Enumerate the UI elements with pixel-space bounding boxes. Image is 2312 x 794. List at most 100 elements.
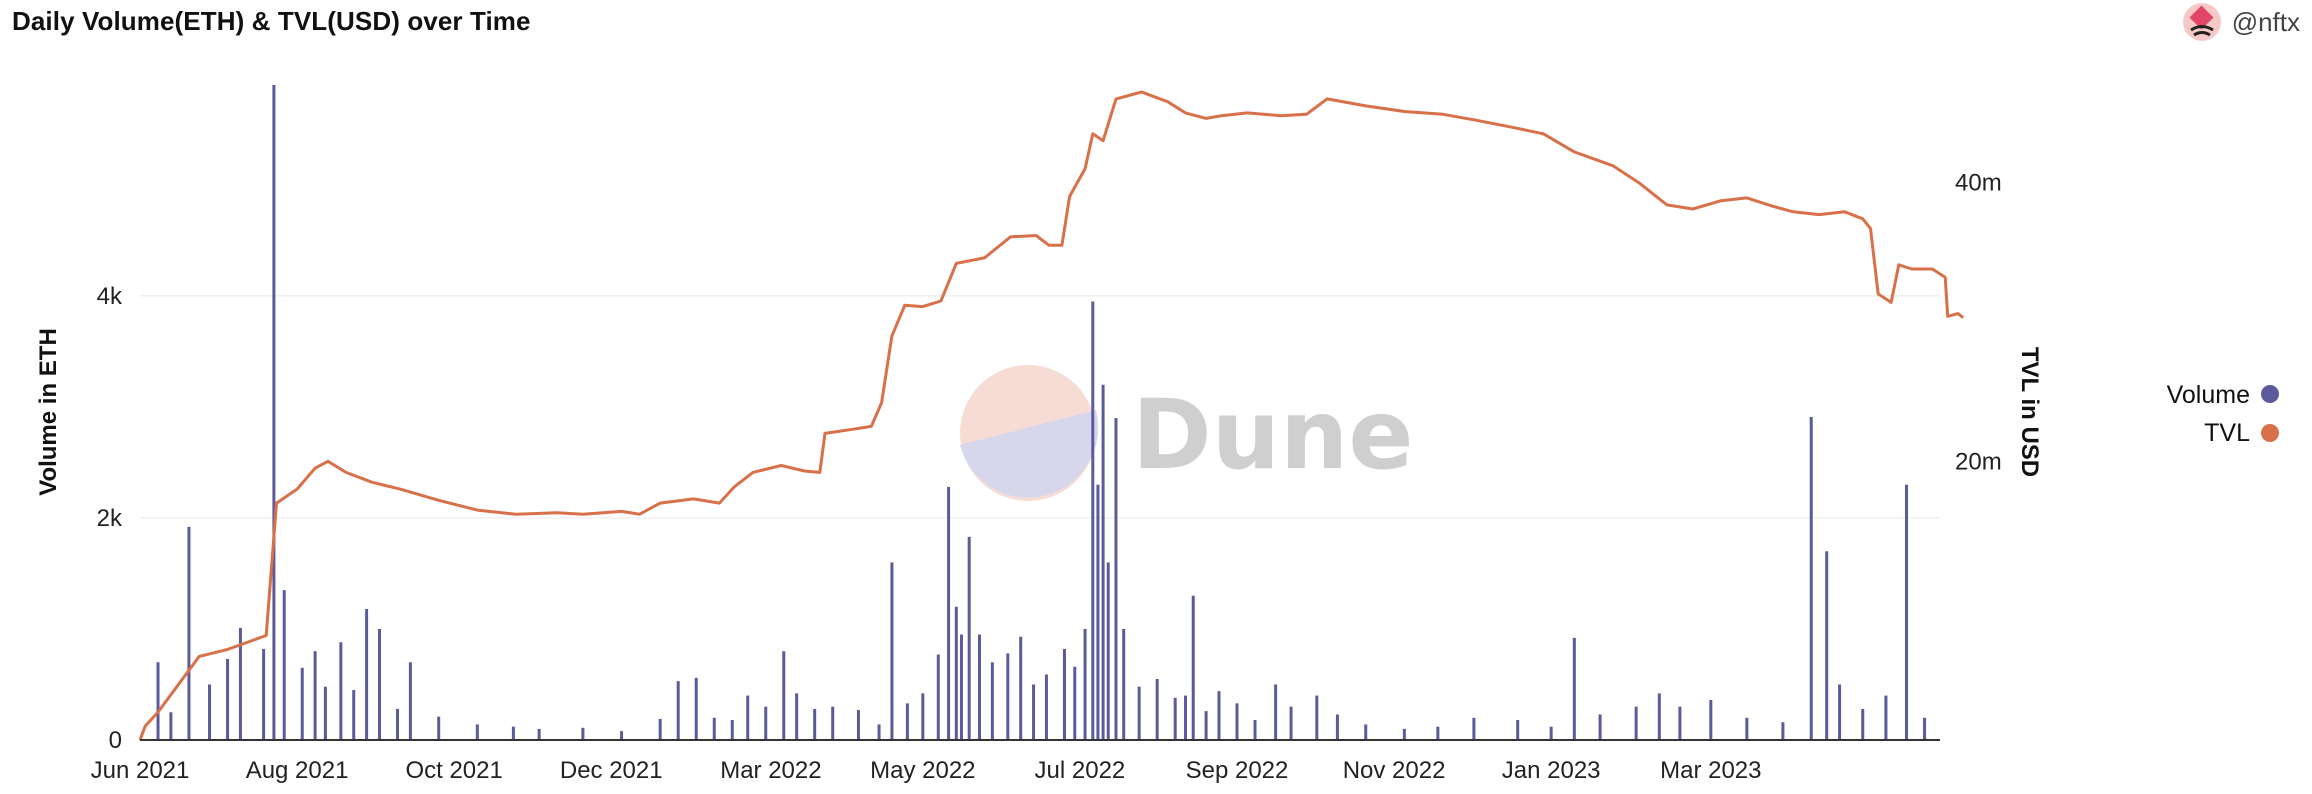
volume-bar <box>1073 666 1077 740</box>
volume-bar <box>272 85 276 740</box>
volume-bar <box>959 634 963 740</box>
volume-bar <box>1315 695 1319 740</box>
volume-bar <box>967 536 971 740</box>
volume-bar <box>262 648 266 740</box>
brand[interactable]: @nftx <box>2182 0 2300 44</box>
gridlines <box>140 295 1940 519</box>
volume-bar <box>877 724 881 740</box>
volume-bar <box>1062 648 1066 740</box>
volume-bar <box>187 526 191 740</box>
volume-bar <box>921 693 925 740</box>
volume-bar <box>1083 628 1087 740</box>
left-axis-label: Volume in ETH <box>35 328 62 496</box>
x-tick-label: Mar 2023 <box>1660 757 1761 784</box>
tvl-line <box>138 90 1965 741</box>
volume-bar <box>890 562 894 740</box>
volume-bar <box>1183 695 1187 740</box>
volume-bar <box>813 708 817 740</box>
dune-watermark: Dune <box>960 365 1413 501</box>
volume-bar <box>437 716 441 740</box>
volume-bar <box>1096 484 1100 740</box>
volume-bar <box>977 634 981 740</box>
volume-bar <box>1274 684 1278 740</box>
volume-bar <box>1781 722 1785 740</box>
volume-bar <box>1809 416 1813 740</box>
volume-bars <box>156 85 1927 740</box>
volume-bar <box>936 654 940 740</box>
volume-bar <box>339 642 343 740</box>
volume-bar <box>1884 695 1888 740</box>
volume-bar <box>226 658 230 740</box>
volume-bar <box>905 703 909 740</box>
volume-bar <box>300 667 304 740</box>
left-tick-label: 2k <box>97 505 123 532</box>
volume-bar <box>1032 684 1036 740</box>
volume-bar <box>1825 551 1829 740</box>
volume-bar <box>1006 653 1010 740</box>
volume-bar <box>1106 562 1110 740</box>
volume-bar <box>1091 301 1095 740</box>
volume-bar <box>156 662 160 740</box>
volume-bar <box>954 606 958 740</box>
volume-bar <box>990 662 994 740</box>
volume-bar <box>1861 708 1865 740</box>
volume-bar <box>746 695 750 740</box>
volume-bar <box>1114 418 1118 740</box>
volume-bar <box>1402 728 1406 740</box>
volume-bar <box>377 628 381 740</box>
volume-bar <box>1019 636 1023 740</box>
x-tick-label: Mar 2022 <box>720 757 821 784</box>
legend-tvl-swatch <box>2261 424 2279 442</box>
legend: Volume TVL <box>2167 381 2279 447</box>
volume-bar <box>1289 706 1293 740</box>
volume-bar <box>1678 706 1682 740</box>
volume-bar <box>676 681 680 740</box>
volume-bar <box>1364 724 1368 740</box>
volume-bar <box>1923 717 1927 740</box>
legend-volume-swatch <box>2261 385 2279 403</box>
x-tick-label: Sep 2022 <box>1186 757 1289 784</box>
legend-volume-label: Volume <box>2167 381 2250 409</box>
x-axis-ticks: Jun 2021 Aug 2021 Oct 2021 Dec 2021 Mar 2022… <box>91 757 1762 784</box>
right-tick-label: 20m <box>1955 448 2002 475</box>
volume-bar <box>712 717 716 740</box>
volume-bar <box>1217 691 1221 740</box>
volume-bar <box>1204 711 1208 740</box>
x-tick-label: Oct 2021 <box>405 757 502 784</box>
volume-bar <box>208 684 212 740</box>
nftx-logo-icon <box>2182 3 2221 41</box>
chart-title: Daily Volume(ETH) & TVL(USD) over Time <box>12 6 531 36</box>
x-tick-label: May 2022 <box>870 757 975 784</box>
volume-bar <box>1838 684 1842 740</box>
volume-bar <box>620 731 624 740</box>
volume-bar <box>282 590 286 740</box>
volume-bar <box>782 651 786 740</box>
x-tick-label: Nov 2022 <box>1343 757 1446 784</box>
volume-bar <box>1572 637 1576 740</box>
volume-bar <box>1335 714 1339 740</box>
volume-bar <box>169 712 173 740</box>
brand-handle[interactable]: @nftx <box>2231 6 2300 37</box>
volume-bar <box>831 706 835 740</box>
volume-bar <box>1235 703 1239 740</box>
volume-bar <box>511 726 515 740</box>
volume-bar <box>1137 686 1141 740</box>
volume-bar <box>1044 674 1048 740</box>
volume-bar <box>694 677 698 740</box>
volume-bar <box>1122 628 1126 740</box>
volume-bar <box>1155 678 1159 740</box>
right-axis-ticks: 20m 40m <box>1955 170 2002 476</box>
volume-bar <box>1173 697 1177 740</box>
volume-bar <box>795 693 799 740</box>
volume-bar <box>1709 700 1713 740</box>
volume-bar <box>475 724 479 740</box>
volume-bar <box>764 706 768 740</box>
x-tick-label: Jun 2021 <box>91 757 190 784</box>
legend-tvl-label: TVL <box>2204 419 2250 447</box>
volume-bar <box>1634 706 1638 740</box>
volume-bar <box>1549 726 1553 740</box>
left-tick-label: 4k <box>97 283 123 310</box>
right-axis-label: TVL in USD <box>2016 347 2043 477</box>
volume-bar <box>352 690 356 740</box>
volume-bar <box>730 720 734 740</box>
